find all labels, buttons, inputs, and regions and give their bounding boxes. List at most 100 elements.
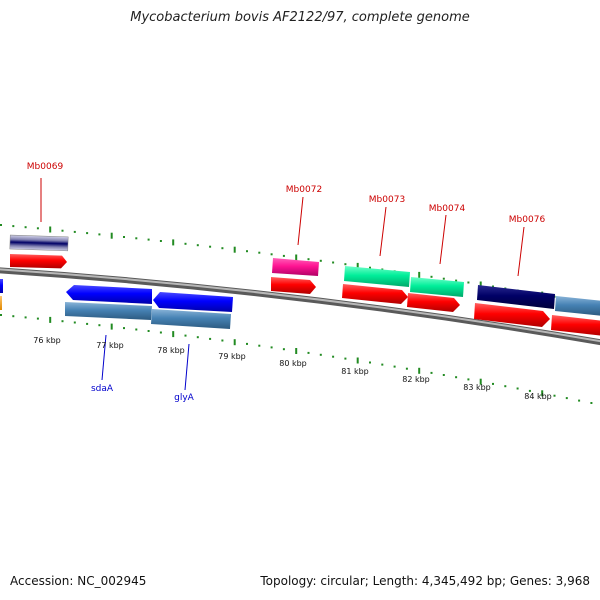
feature-mb0073-cds[interactable] [342, 284, 408, 304]
lower-tick [430, 371, 433, 374]
feature-sdaA-cds[interactable] [65, 302, 152, 320]
lower-tick [307, 351, 310, 354]
feature-left-blue[interactable] [0, 279, 3, 293]
lower-tick [442, 374, 445, 376]
lower-tick [504, 385, 507, 388]
lower-tick [369, 361, 371, 364]
label-mb0076[interactable]: Mb0076 [509, 215, 546, 225]
lower-tick-track [0, 314, 593, 404]
lower-tick [135, 328, 138, 331]
upper-tick [319, 259, 322, 262]
upper-tick [455, 279, 458, 282]
lower-tick [319, 353, 322, 356]
backbone-group [0, 267, 600, 346]
lower-tick [258, 344, 261, 347]
lower-tick [270, 346, 273, 349]
feature-mb0069-cds[interactable] [10, 254, 67, 269]
feature-right-steel[interactable] [555, 296, 600, 316]
feature-left-orange[interactable] [0, 296, 2, 310]
upper-tick [492, 285, 494, 288]
kbp-label: 83 kbp [463, 383, 491, 392]
feature-glyA-cds[interactable] [151, 309, 231, 329]
lower-tick [12, 315, 15, 318]
lower-tick [110, 323, 113, 330]
kbp-label: 79 kbp [218, 352, 246, 361]
label-mb0072[interactable]: Mb0072 [286, 185, 322, 195]
lower-tick [73, 321, 76, 324]
feature-mb0069-top[interactable] [9, 234, 69, 252]
lower-tick [184, 334, 187, 337]
feature-right-cds[interactable] [551, 315, 600, 336]
lower-tick [381, 363, 384, 366]
upper-tick [147, 238, 150, 241]
kbp-label: 77 kbp [96, 341, 124, 350]
leader-mb0076 [517, 226, 525, 277]
label-mb0073[interactable]: Mb0073 [369, 195, 405, 205]
kbp-scale-labels: 76 kbp 77 kbp 78 kbp 79 kbp 80 kbp 81 kb… [33, 336, 552, 401]
genome-title: Mycobacterium bovis AF2122/97, complete … [130, 10, 470, 25]
kbp-label: 84 kbp [524, 392, 552, 401]
feature-track [0, 234, 600, 336]
upper-tick [467, 281, 470, 284]
upper-tick [307, 258, 310, 261]
label-leaders [40, 178, 525, 391]
lower-tick [528, 389, 531, 392]
feature-mb0074[interactable] [410, 277, 464, 297]
backbone-highlight [0, 268, 600, 343]
kbp-label: 81 kbp [341, 367, 369, 376]
lower-tick [467, 378, 470, 381]
upper-tick [61, 229, 64, 232]
upper-tick [86, 232, 89, 235]
upper-tick [24, 226, 27, 229]
feature-mb0072-cds[interactable] [271, 277, 316, 294]
lower-tick [246, 342, 248, 345]
lower-tick [565, 397, 568, 400]
feature-mb0076-cds[interactable] [474, 303, 550, 327]
accession-text: Accession: NC_002945 [10, 574, 147, 588]
upper-tick [221, 247, 224, 250]
leader-mb0072 [297, 196, 304, 246]
lower-tick [295, 348, 298, 354]
label-mb0074[interactable]: Mb0074 [429, 204, 466, 214]
lower-tick [61, 320, 64, 323]
upper-tick [258, 251, 261, 254]
upper-tick [282, 254, 285, 257]
upper-tick [209, 245, 212, 248]
upper-tick [184, 242, 187, 245]
lower-tick [590, 402, 593, 404]
genome-summary-text: Topology: circular; Length: 4,345,492 bp… [260, 574, 590, 588]
upper-tick [73, 230, 76, 233]
lower-tick [553, 394, 556, 397]
lower-tick [479, 378, 482, 385]
lower-tick [86, 322, 89, 325]
lower-tick [49, 316, 52, 323]
upper-tick [418, 271, 421, 278]
upper-tick [295, 254, 298, 261]
label-sdaA[interactable]: sdaA [91, 384, 114, 394]
kbp-label: 82 kbp [402, 375, 430, 384]
upper-tick [12, 225, 15, 228]
lower-tick [578, 399, 581, 402]
lower-tick [147, 330, 150, 332]
feature-glyA[interactable] [153, 292, 233, 312]
lower-tick [356, 357, 359, 364]
feature-sdaA[interactable] [66, 285, 152, 304]
upper-tick [233, 246, 236, 253]
upper-tick [196, 244, 199, 247]
feature-mb0073[interactable] [344, 266, 410, 287]
feature-mb0072[interactable] [272, 258, 319, 276]
upper-tick [270, 253, 273, 256]
label-mb0069[interactable]: Mb0069 [27, 162, 64, 172]
gene-labels: Mb0069 Mb0072 Mb0073 Mb0074 Mb0076 sdaA … [27, 162, 546, 403]
feature-mb0076[interactable] [477, 285, 555, 309]
lower-tick [24, 316, 27, 319]
lower-tick [233, 339, 236, 346]
lower-tick [516, 387, 519, 390]
feature-mb0074-cds[interactable] [407, 293, 460, 312]
leader-mb0073 [379, 206, 387, 257]
label-glyA[interactable]: glyA [174, 393, 195, 403]
kbp-label: 76 kbp [33, 336, 61, 345]
upper-tick [0, 224, 2, 226]
